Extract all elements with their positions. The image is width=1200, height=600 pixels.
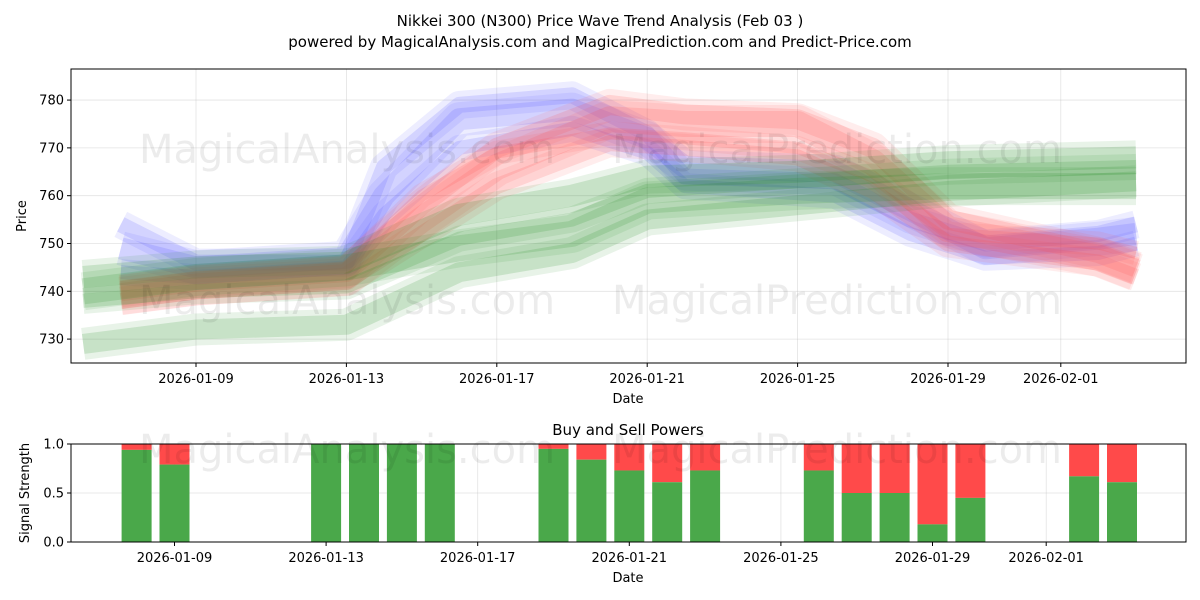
signal-chart-title: Buy and Sell Powers (552, 421, 704, 439)
top-y-tick-label: 750 (39, 237, 64, 252)
watermark-bottom-right: MagicalPrediction.com (612, 427, 1062, 473)
price-wave-series (80, 81, 1143, 360)
wave-band-outer (116, 92, 1139, 285)
sell-power-bar (652, 444, 683, 483)
wave-band-outer (119, 121, 1139, 299)
buy-power-bar (879, 493, 910, 542)
top-x-tick-label: 2026-01-17 (459, 372, 535, 387)
wave-band-outer (118, 100, 1143, 315)
wave-band-outer (80, 167, 1136, 311)
sell-power-bar (121, 444, 152, 450)
signal-x-tick-label: 2026-01-17 (440, 551, 516, 566)
wave-band-outer (114, 81, 1140, 277)
chart-subtitle: powered by MagicalAnalysis.com and Magic… (288, 33, 912, 51)
signal-bars (121, 444, 1137, 542)
sell-power-bar (955, 444, 986, 498)
buy-power-bar (121, 449, 152, 542)
wave-band (119, 94, 1140, 302)
signal-y-axis-label: Signal Strength (18, 443, 33, 543)
sell-power-bar (1069, 444, 1100, 477)
buy-power-bar (917, 524, 948, 542)
top-x-tick-label: 2026-01-21 (609, 372, 685, 387)
signal-x-axis-label: Date (612, 571, 643, 586)
wave-band (119, 135, 1139, 309)
buy-power-bar (955, 497, 986, 542)
signal-y-tick-label: 0.5 (43, 487, 64, 502)
sell-power-bar (690, 444, 721, 471)
top-x-tick-label: 2026-01-25 (760, 372, 836, 387)
buy-power-bar (386, 444, 417, 542)
wave-band (120, 121, 1138, 284)
top-x-tick-label: 2026-01-29 (910, 372, 986, 387)
wave-band-outer (119, 115, 1140, 290)
signal-x-tick-label: 2026-01-21 (592, 551, 668, 566)
buy-power-bar (841, 493, 872, 542)
top-y-axis-label: Price (15, 200, 30, 232)
watermark-mid-right: MagicalPrediction.com (612, 278, 1062, 324)
signal-x-tick-label: 2026-01-29 (895, 551, 971, 566)
sell-power-bar (576, 444, 607, 460)
sell-power-bar (1107, 444, 1137, 483)
top-y-axis: 730 740 750 760 770 780 (39, 94, 71, 348)
top-x-tick-label: 2026-02-01 (1023, 372, 1099, 387)
signal-y-axis: 0.0 0.5 1.0 (43, 438, 71, 551)
wave-band-outer (119, 129, 1142, 315)
top-x-axis: 2026-01-09 2026-01-13 2026-01-17 2026-01-21… (158, 363, 1099, 387)
top-y-tick-label: 780 (39, 94, 64, 109)
buy-power-bar (576, 459, 607, 542)
watermark-bottom-left: MagicalAnalysis.com (139, 427, 555, 473)
buy-power-bar (1069, 476, 1100, 542)
wave-band (82, 160, 1137, 308)
wave-band (81, 173, 1136, 305)
wave-band-outer (118, 88, 1142, 308)
top-y-tick-label: 740 (39, 285, 64, 300)
wave-band-outer (82, 154, 1137, 314)
top-y-tick-label: 760 (39, 189, 64, 204)
wave-band-outer (81, 140, 1137, 294)
buy-power-bar (1107, 482, 1137, 542)
wave-band (119, 106, 1141, 309)
watermark-top-right: MagicalPrediction.com (612, 127, 1062, 173)
sell-power-bar (879, 444, 910, 493)
signal-y-tick-label: 1.0 (43, 438, 64, 453)
buy-power-bar (614, 470, 645, 542)
sell-power-bar (803, 444, 834, 471)
wave-band (117, 87, 1138, 271)
signal-x-axis: 2026-01-09 2026-01-13 2026-01-17 2026-01-21… (137, 542, 1084, 566)
wave-band (120, 127, 1138, 293)
top-y-tick-label: 770 (39, 141, 64, 156)
watermark-mid-left: MagicalAnalysis.com (139, 278, 555, 324)
sell-power-bar (917, 444, 948, 525)
sell-power-bar (841, 444, 872, 493)
signal-x-tick-label: 2026-01-25 (743, 551, 819, 566)
buy-power-bar (311, 444, 342, 542)
top-x-tick-label: 2026-01-13 (309, 372, 385, 387)
sell-power-bar (614, 444, 645, 471)
signal-x-tick-label: 2026-01-13 (288, 551, 364, 566)
top-y-tick-label: 730 (39, 333, 64, 348)
buy-power-bar (538, 448, 569, 542)
top-x-tick-label: 2026-01-09 (158, 372, 234, 387)
signal-x-tick-label: 2026-02-01 (1008, 551, 1084, 566)
top-x-axis-label: Date (612, 392, 643, 407)
buy-power-bar (803, 470, 834, 542)
buy-power-bar (652, 482, 683, 542)
watermark-top-left: MagicalAnalysis.com (139, 127, 555, 173)
wave-band (81, 171, 1137, 354)
wave-band (82, 146, 1137, 288)
buy-power-bar (690, 470, 721, 542)
chart-title: Nikkei 300 (N300) Price Wave Trend Analy… (397, 12, 804, 30)
top-chart-frame (70, 68, 1187, 364)
wave-band (118, 98, 1138, 279)
wave-band-outer (81, 165, 1137, 360)
buy-power-bar (349, 444, 379, 542)
signal-x-tick-label: 2026-01-09 (137, 551, 213, 566)
sell-power-bar (159, 444, 190, 465)
buy-power-bar (424, 444, 455, 542)
sell-power-bar (538, 444, 569, 449)
buy-power-bar (159, 464, 190, 542)
top-chart-grid (71, 69, 1186, 363)
signal-y-tick-label: 0.0 (43, 536, 64, 551)
